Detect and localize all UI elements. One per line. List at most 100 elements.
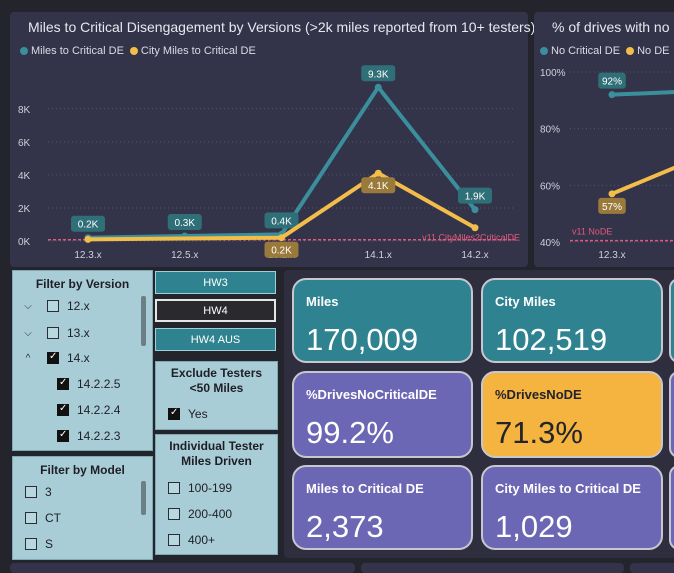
kpi-value: 99.2% xyxy=(306,415,394,450)
chart-legend: Miles to Critical DE City Miles to Criti… xyxy=(20,45,262,57)
kpi-card-city-miles: City Miles 102,519 xyxy=(481,278,663,363)
model-label: S xyxy=(45,537,54,551)
y-tick-label: 8K xyxy=(18,105,31,116)
data-point xyxy=(278,234,285,242)
data-label-bg xyxy=(264,212,299,229)
checkbox[interactable] xyxy=(168,508,180,520)
data-point xyxy=(608,91,616,99)
tree-item-label: 14.2.2.3 xyxy=(77,429,121,443)
data-point xyxy=(608,190,616,198)
data-label: 0.4K xyxy=(271,216,292,227)
scrollbar[interactable] xyxy=(141,296,146,346)
kpi-card-drives-no-de: %DrivesNoDE 71.3% xyxy=(481,371,663,458)
model-option-s[interactable]: S xyxy=(25,537,53,551)
tree-item-14-2-2-5[interactable]: 14.2.2.5 xyxy=(57,377,120,391)
checkbox[interactable] xyxy=(47,327,59,339)
series-line-1 xyxy=(611,165,674,196)
exclude-option-yes[interactable]: Yes xyxy=(168,407,208,421)
bottom-panel xyxy=(10,563,355,573)
model-label: 3 xyxy=(45,485,52,499)
checkbox[interactable] xyxy=(25,538,37,550)
checkbox[interactable] xyxy=(25,486,37,498)
x-tick-label: 14.2.x xyxy=(461,250,488,261)
tree-item-12x[interactable]: ⌵ 12.x xyxy=(21,299,89,313)
checkbox[interactable] xyxy=(168,534,180,546)
bottom-panel xyxy=(630,563,674,573)
chart-miles-to-critical-de: Miles to Critical Disengagement by Versi… xyxy=(10,12,535,267)
data-label: 9.3K xyxy=(368,69,389,80)
model-option-3[interactable]: 3 xyxy=(25,485,52,499)
chart-legend: No Critical DE No DE xyxy=(540,45,674,57)
hw4-aus-button[interactable]: HW4 AUS xyxy=(155,328,276,351)
chart2-plot: 100% 80% 60% 40% v11 NoDE 12.3.x 92% 57% xyxy=(540,68,674,261)
tree-item-label: 14.2.2.5 xyxy=(77,377,121,391)
data-point xyxy=(84,235,92,243)
filter-title: Individual Tester Miles Driven xyxy=(169,439,264,468)
kpi-card-edge xyxy=(669,371,674,458)
model-label: CT xyxy=(45,511,61,525)
scrollbar[interactable] xyxy=(141,481,146,515)
kpi-label: %DrivesNoDE xyxy=(495,387,582,402)
data-point xyxy=(374,83,382,91)
exclude-testers-filter: Exclude Testers <50 Miles Yes xyxy=(155,361,278,430)
tree-item-14-2-2-3[interactable]: 14.2.2.3 xyxy=(57,429,120,443)
tester-miles-option[interactable]: 200-400 xyxy=(168,507,232,521)
kpi-card-edge xyxy=(669,278,674,363)
legend-item-miles-to-critical-de: Miles to Critical DE xyxy=(20,45,124,57)
filter-title: Filter by Model xyxy=(40,463,125,477)
checkbox-checked[interactable] xyxy=(57,429,69,442)
teal-dot-icon xyxy=(540,47,548,55)
tester-miles-option[interactable]: 100-199 xyxy=(168,481,232,495)
y-tick-label: 60% xyxy=(540,181,560,192)
checkbox[interactable] xyxy=(168,482,180,494)
legend-item-no-critical-de: No Critical DE xyxy=(540,45,620,57)
data-label-bg xyxy=(361,65,396,82)
chevron-down-icon[interactable]: ⌵ xyxy=(24,300,32,312)
reference-line-label: v11 CityMiles2CriticalDE xyxy=(422,233,520,243)
checkbox-checked[interactable] xyxy=(168,407,180,420)
model-option-ct[interactable]: CT xyxy=(25,511,61,525)
chevron-up-icon[interactable]: ^ xyxy=(25,352,31,364)
tree-item-14x[interactable]: ^ 14.x xyxy=(21,351,90,365)
data-label: 1.9K xyxy=(465,192,486,203)
data-label: 92% xyxy=(602,77,622,88)
tree-item-label: 14.x xyxy=(67,351,90,365)
tree-item-13x[interactable]: ⌵ 13.x xyxy=(21,326,90,340)
bottom-panel xyxy=(361,563,624,573)
checkbox-checked[interactable] xyxy=(47,351,59,364)
kpi-label: Miles xyxy=(306,294,339,309)
tree-item-label: 14.2.2.4 xyxy=(77,403,121,417)
tester-miles-option[interactable]: 400+ xyxy=(168,533,215,547)
kpi-card-city-miles-to-critical-de: City Miles to Critical DE 1,029 xyxy=(481,465,663,550)
y-tick-label: 6K xyxy=(18,138,31,149)
data-label-bg xyxy=(71,215,105,232)
tree-item-14-2-2-4[interactable]: 14.2.2.4 xyxy=(57,403,120,417)
x-tick-label: 14.1.x xyxy=(365,250,392,261)
chart1-plot: 8K 6K 4K 2K 0K v11 CityMiles2CriticalDE 12.3.x… xyxy=(18,65,520,261)
kpi-label: City Miles xyxy=(495,294,556,309)
x-tick-label: 12.3.x xyxy=(598,250,625,261)
filter-by-version: Filter by Version ⌵ 12.x ⌵ 13.x ^ 14.x 1… xyxy=(12,270,153,451)
data-label: 4.1K xyxy=(368,181,389,192)
tester-miles-filter: Individual Tester Miles Driven 100-199 2… xyxy=(155,434,278,555)
chart-title: % of drives with no Di xyxy=(552,19,674,35)
data-point xyxy=(374,169,382,177)
y-tick-label: 100% xyxy=(540,68,566,79)
x-tick-label: 12.5.x xyxy=(171,250,198,261)
tree-item-label: 13.x xyxy=(67,326,90,340)
checkbox[interactable] xyxy=(25,512,37,524)
kpi-value: 1,029 xyxy=(495,509,573,544)
kpi-value: 71.3% xyxy=(495,415,583,450)
hw4-button[interactable]: HW4 xyxy=(155,299,276,322)
checkbox[interactable] xyxy=(47,300,59,312)
checkbox-checked[interactable] xyxy=(57,377,69,390)
kpi-value: 2,373 xyxy=(306,509,384,544)
legend-label: City Miles to Critical DE xyxy=(140,45,256,57)
data-label: 57% xyxy=(602,202,622,213)
checkbox-checked[interactable] xyxy=(57,403,69,416)
y-tick-label: 40% xyxy=(540,238,560,249)
chevron-down-icon[interactable]: ⌵ xyxy=(24,327,32,339)
kpi-card-miles: Miles 170,009 xyxy=(292,278,473,363)
data-label-bg xyxy=(598,72,626,89)
hw3-button[interactable]: HW3 xyxy=(155,271,276,294)
